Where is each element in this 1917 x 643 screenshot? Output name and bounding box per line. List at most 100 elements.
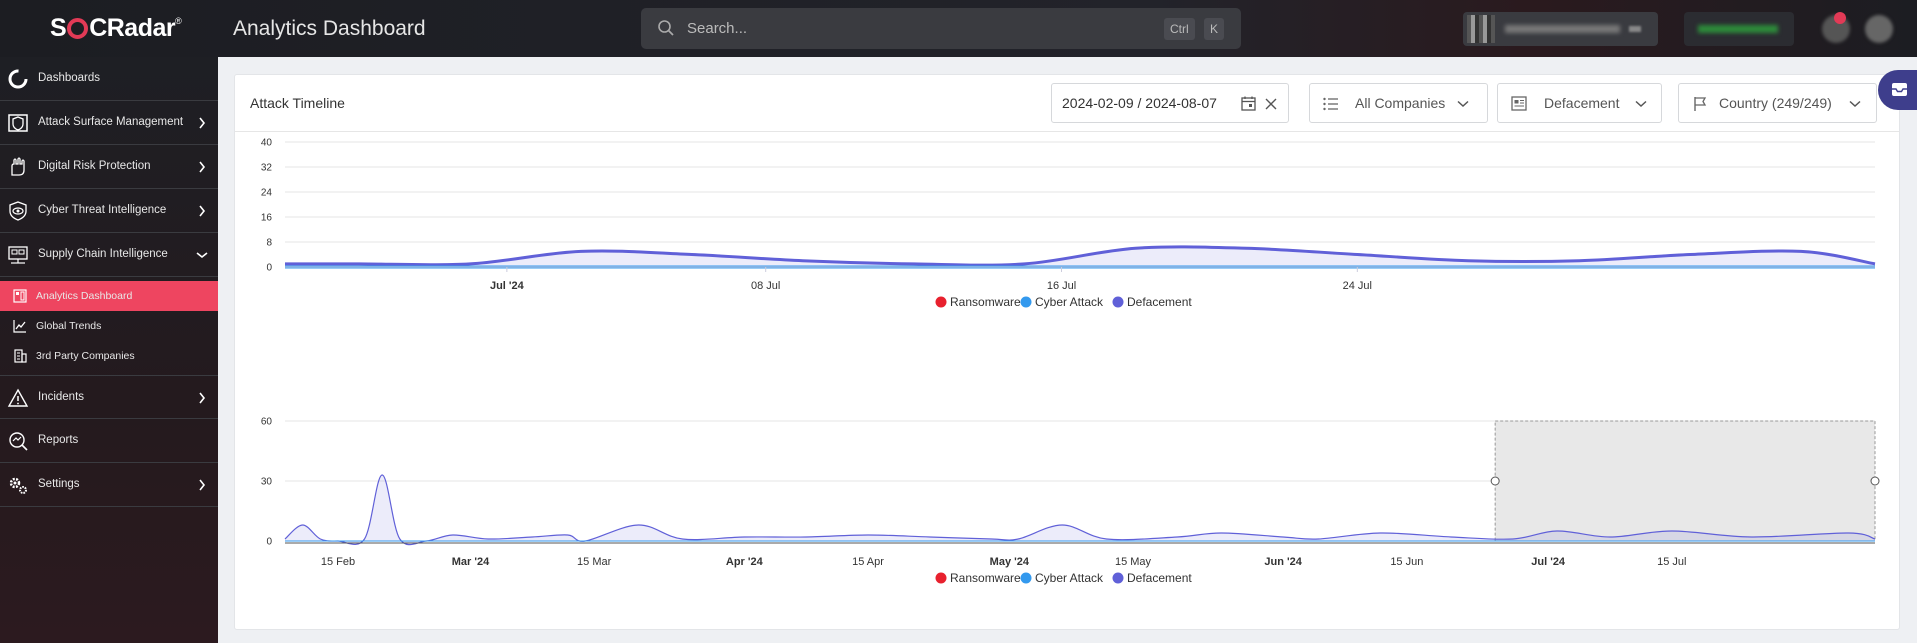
country-dropdown[interactable]: Country (249/249) [1678, 83, 1877, 123]
sidebar-subitem-global-trends[interactable]: Global Trends [0, 311, 218, 341]
date-range-picker[interactable]: 2024-02-09 / 2024-08-07 [1051, 83, 1289, 123]
sidebar-item-settings[interactable]: Settings [0, 463, 218, 507]
card-title: Attack Timeline [250, 95, 345, 111]
card-header: Attack Timeline 2024-02-09 / 2024-08-07 … [235, 75, 1899, 132]
alert-icon [7, 388, 29, 407]
user-name-redacted [1505, 25, 1620, 33]
hand-shield-icon [11, 157, 25, 176]
chevron-down-icon [1849, 100, 1861, 108]
navigator-handle [1490, 476, 1500, 486]
legend-label: Cyber Attack [1035, 295, 1104, 309]
x-tick-label: 15 Jul [1657, 556, 1686, 568]
dashboard-icon [8, 69, 28, 89]
sidebar-item-label: Attack Surface Management [38, 116, 184, 128]
x-tick-label: 15 May [1115, 556, 1152, 568]
country-value: Country (249/249) [1719, 95, 1832, 111]
eye-icon [9, 201, 27, 221]
x-tick-label: Apr '24 [726, 556, 764, 568]
chevron-right-icon [199, 161, 206, 173]
sidebar-item-label: 3rd Party Companies [36, 350, 135, 362]
chevron-right-icon [199, 392, 206, 404]
sidebar-item-label: Incidents [38, 391, 85, 403]
search-box[interactable]: Ctrl K [641, 8, 1241, 49]
sidebar-subitem-3rd-party-companies[interactable]: 3rd Party Companies [0, 341, 218, 371]
sidebar-item-attack-surface-management[interactable]: Attack Surface Management [0, 101, 218, 145]
legend-item-defacement[interactable]: Defacement [1112, 571, 1193, 585]
shortcut-k-key: K [1204, 18, 1225, 40]
navigator-selection [1494, 420, 1876, 542]
x-tick-label: May '24 [990, 556, 1030, 568]
x-tick-label: 15 Jun [1390, 556, 1423, 568]
list-icon [1323, 97, 1338, 111]
chevron-down-icon [1457, 100, 1469, 108]
sidebar-item-label: Analytics Dashboard [36, 290, 133, 302]
legend-marker [1112, 296, 1124, 308]
legend-item-ransomware[interactable]: Ransomware [935, 571, 1022, 585]
y-tick-label: 32 [261, 163, 273, 174]
sidebar-item-cyber-threat-intelligence[interactable]: Cyber Threat Intelligence [0, 189, 218, 233]
x-tick-label: 15 Mar [577, 556, 612, 568]
defacement-line [284, 474, 1876, 546]
legend-marker [935, 296, 947, 308]
attack-timeline-chart[interactable]: 0 8 16 24 32 40 Jul '24 08 Jul 16 Jul 24 Jul Ranso… [235, 75, 1901, 631]
socradar-logo[interactable]: S CRadar® [50, 14, 182, 42]
companies-value: All Companies [1355, 95, 1446, 111]
chevron-down-icon [196, 252, 208, 259]
legend-label: Cyber Attack [1035, 571, 1104, 585]
inbox-icon [1892, 83, 1907, 96]
legend-marker [935, 572, 947, 584]
y-tick-label: 60 [261, 417, 273, 428]
main-timeline-chart: 0 8 16 24 32 40 Jul '24 08 Jul 16 Jul 24 Jul Ranso… [261, 138, 1876, 309]
legend-label: Ransomware [950, 571, 1021, 585]
sidebar-item-reports[interactable]: Reports [0, 419, 218, 463]
chevron-right-icon [199, 479, 206, 491]
legend-item-defacement[interactable]: Defacement [1112, 295, 1193, 309]
sidebar-item-label: Dashboards [38, 72, 101, 84]
legend-marker [1020, 296, 1032, 308]
attack-type-dropdown[interactable]: Defacement [1497, 83, 1662, 123]
status-chip[interactable] [1684, 12, 1794, 46]
attack-timeline-card: Attack Timeline 2024-02-09 / 2024-08-07 … [234, 74, 1900, 630]
defacement-area [285, 475, 1875, 545]
profile-icon[interactable] [1865, 15, 1893, 43]
network-icon [8, 246, 28, 264]
chevron-right-icon [199, 117, 206, 129]
legend-label: Defacement [1127, 295, 1192, 309]
legend-label: Defacement [1127, 571, 1192, 585]
sidebar-item-supply-chain-intelligence[interactable]: Supply Chain Intelligence [0, 233, 218, 277]
sidebar-item-label: Supply Chain Intelligence [38, 248, 168, 260]
x-tick-label: 08 Jul [751, 280, 780, 292]
sidebar-item-label: Digital Risk Protection [38, 160, 151, 172]
legend-item-ransomware[interactable]: Ransomware [935, 295, 1022, 309]
x-tick-label: 24 Jul [1343, 280, 1372, 292]
y-tick-label: 24 [261, 188, 273, 199]
sidebar-item-label: Global Trends [36, 320, 102, 332]
trends-icon [13, 320, 26, 333]
chevron-down-icon [1629, 26, 1641, 32]
sidebar-subitem-analytics-dashboard[interactable]: Analytics Dashboard [0, 281, 218, 311]
clear-icon[interactable] [1265, 98, 1277, 110]
messages-side-button[interactable] [1878, 70, 1917, 110]
sidebar-item-incidents[interactable]: Incidents [0, 375, 218, 419]
search-input[interactable] [687, 8, 1087, 49]
user-menu[interactable] [1463, 12, 1658, 46]
shield-asm-icon [8, 114, 28, 132]
sidebar: Dashboards Attack Surface Management Dig… [0, 57, 218, 643]
sidebar-item-label: Settings [38, 478, 80, 490]
x-tick-label: 16 Jul [1047, 280, 1076, 292]
legend-item-cyber-attack[interactable]: Cyber Attack [1020, 571, 1105, 585]
flag-icon [1694, 97, 1707, 111]
y-tick-label: 0 [266, 537, 272, 548]
companies-dropdown[interactable]: All Companies [1309, 83, 1488, 123]
y-tick-label: 40 [261, 138, 273, 149]
notification-badge [1834, 12, 1846, 24]
legend-item-cyber-attack[interactable]: Cyber Attack [1020, 295, 1105, 309]
attack-type-value: Defacement [1544, 95, 1620, 111]
legend-label: Ransomware [950, 295, 1021, 309]
legend-marker [1020, 572, 1032, 584]
search-icon [658, 20, 674, 36]
sidebar-item-digital-risk-protection[interactable]: Digital Risk Protection [0, 145, 218, 189]
y-tick-label: 8 [266, 238, 272, 249]
calendar-icon[interactable] [1241, 96, 1256, 111]
sidebar-item-dashboards[interactable]: Dashboards [0, 57, 218, 101]
